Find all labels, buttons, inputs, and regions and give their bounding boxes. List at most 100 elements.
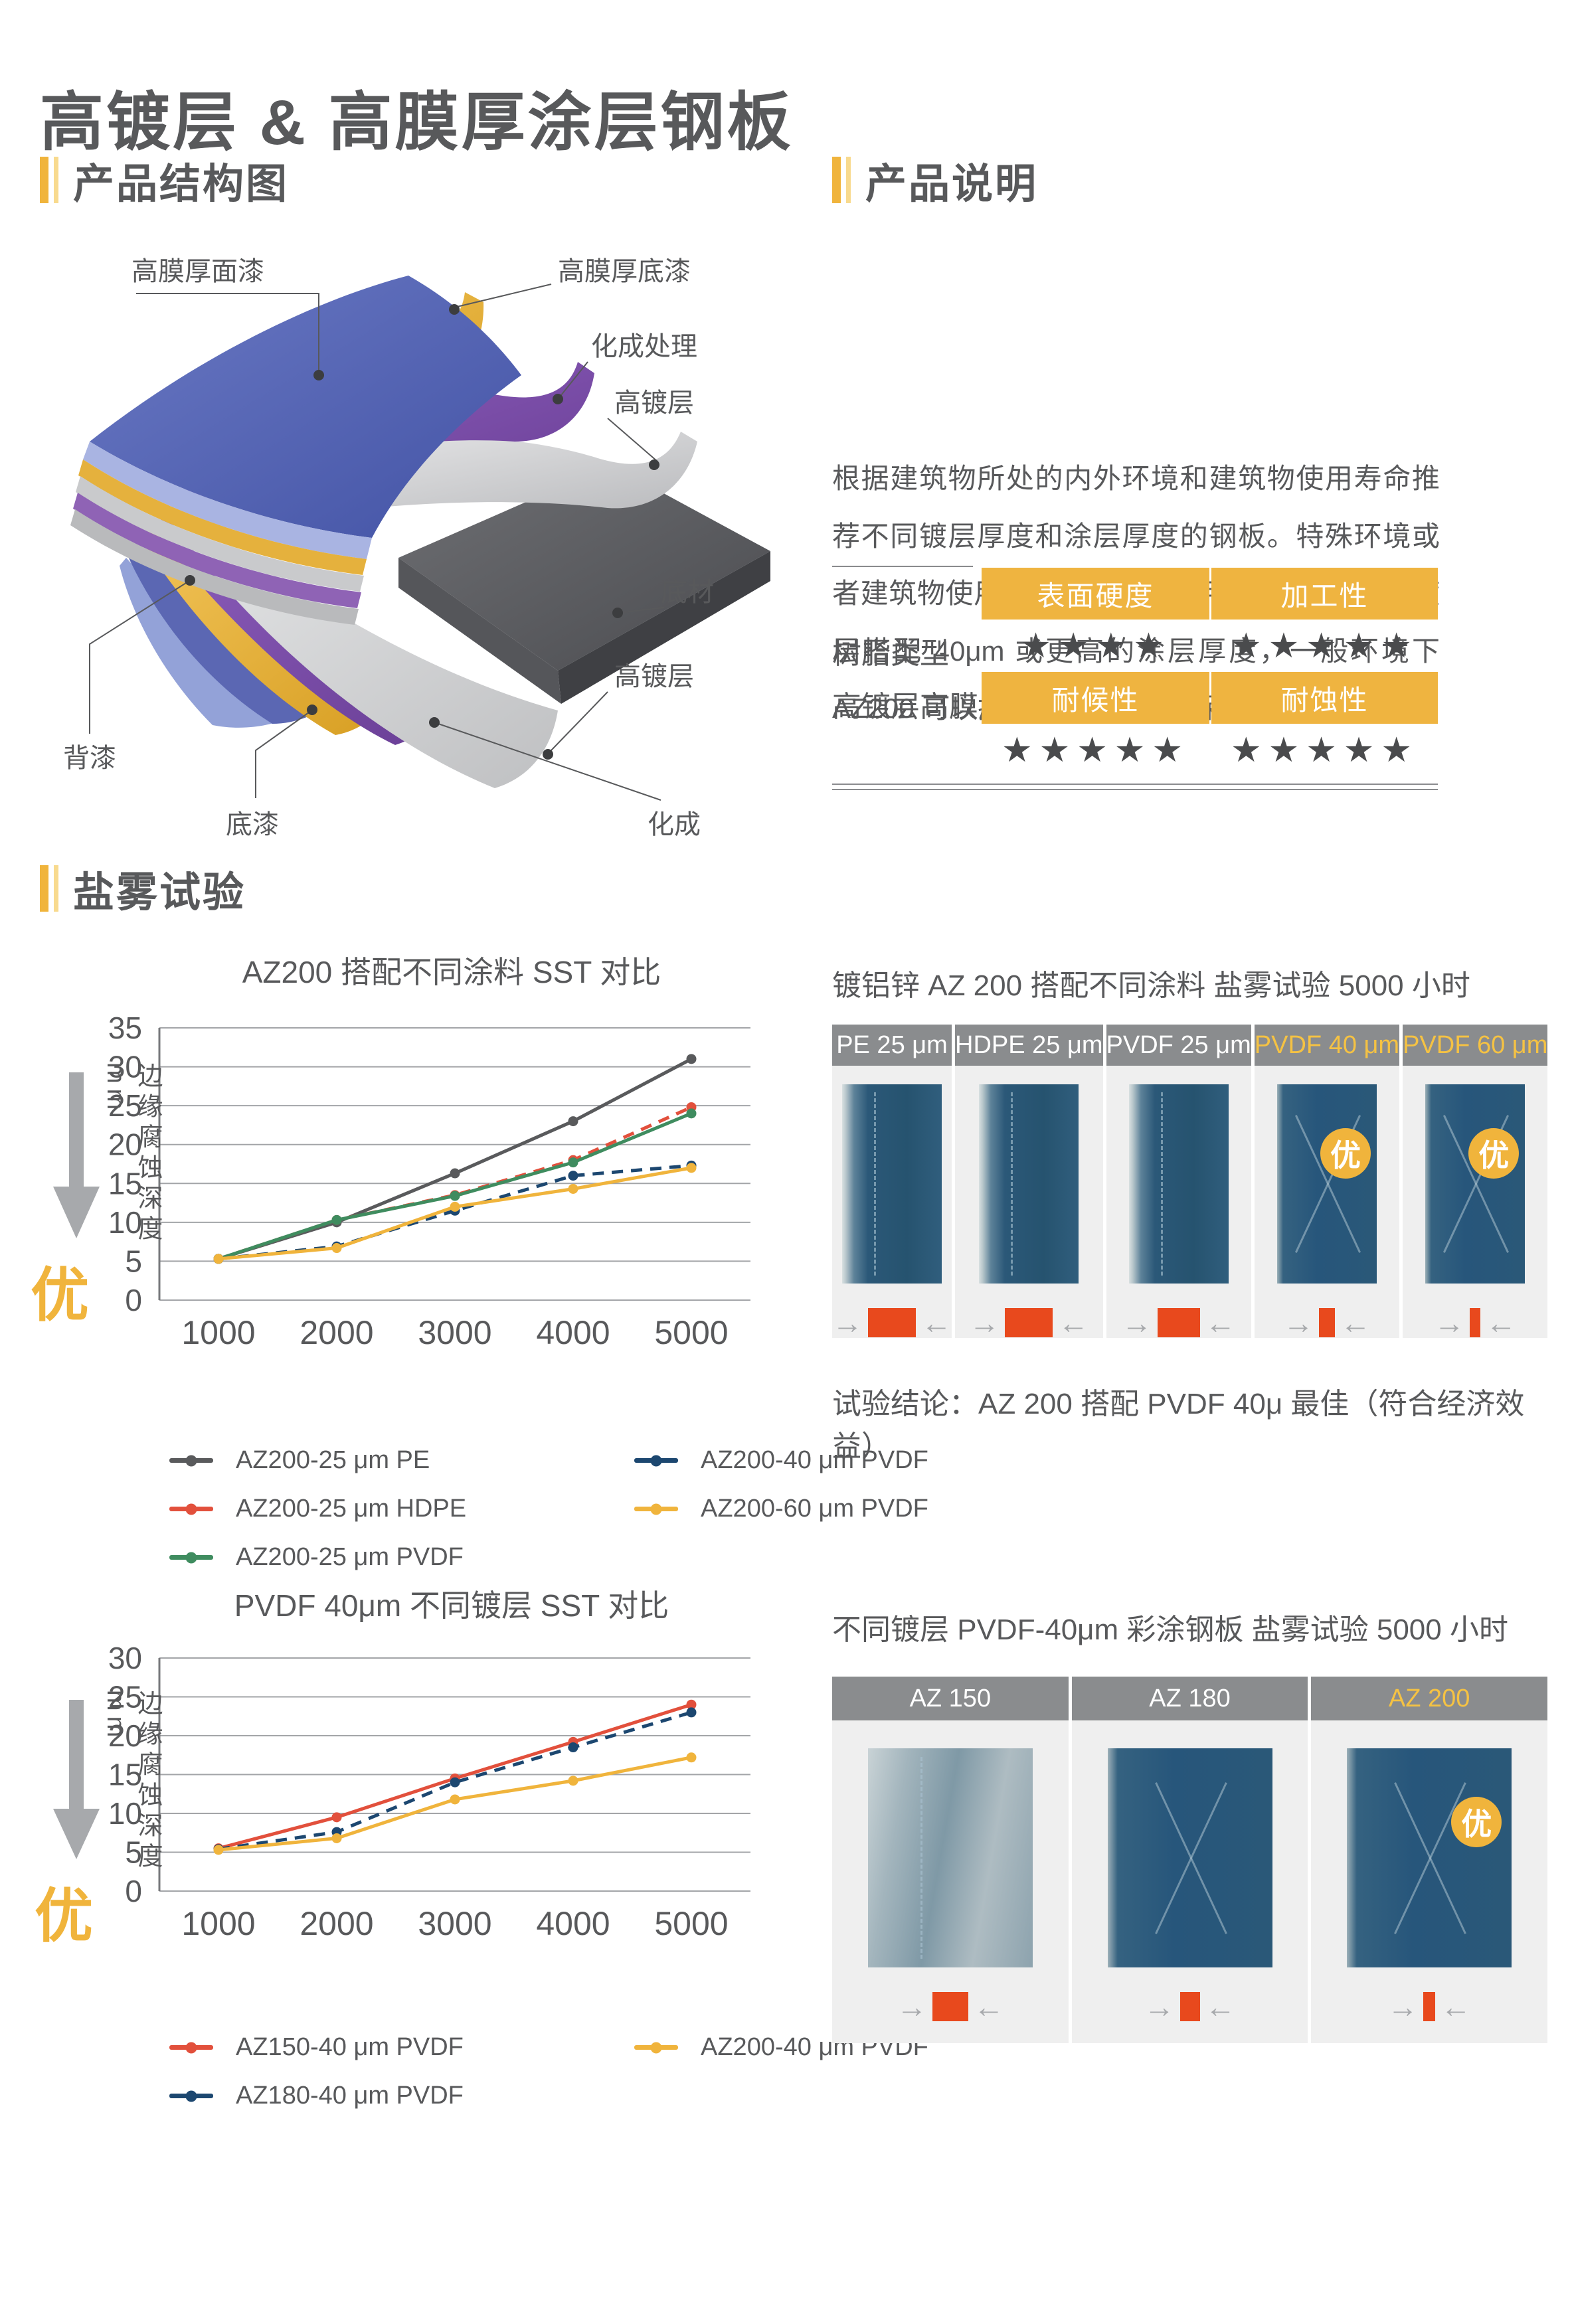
scribe-line: [920, 1757, 923, 1959]
layer-substrate-front: [558, 551, 770, 704]
right-arrow-icon: →: [1387, 1989, 1419, 2024]
sst-chart-pvdf-platings: 0 5 10 15 20 25 30 1000 2000 3000 4000 5000: [108, 1641, 750, 1942]
callout-dot: [429, 717, 440, 728]
sample-body: 优 → ←: [1254, 1066, 1400, 1340]
corrosion-width-block: [868, 1308, 916, 1337]
left-arrow-icon: ←: [1205, 1305, 1236, 1340]
sample-column: PE 25 μm → ←: [832, 1025, 952, 1338]
callout-dot: [307, 705, 317, 715]
svg-text:2000: 2000: [300, 1905, 373, 1942]
right-arrow-icon: →: [1282, 1305, 1314, 1340]
right-arrow-icon: →: [1121, 1305, 1152, 1340]
sample-column: AZ 180 → ←: [1071, 1677, 1308, 2043]
section-structure-heading: 产品结构图: [40, 150, 289, 210]
table-header-corrosion: 耐蚀性: [1211, 672, 1438, 724]
corrosion-width-marker: → ←: [1122, 1307, 1236, 1338]
star-rating: ★★★★★: [1230, 731, 1419, 770]
callout-line: [561, 361, 588, 396]
svg-text:4000: 4000: [536, 1314, 610, 1351]
layer-topcoat: [90, 276, 521, 538]
chart2-title: PVDF 40μm 不同镀层 SST 对比: [234, 1588, 669, 1623]
left-arrow-icon: ←: [1058, 1305, 1089, 1340]
structure-heading-text: 产品结构图: [73, 161, 290, 207]
sample-header: PVDF 60 μm: [1403, 1025, 1548, 1066]
corrosion-width-block: [932, 1992, 968, 2021]
svg-text:5000: 5000: [654, 1314, 728, 1351]
legend-label: AZ200-60 μm PVDF: [701, 1495, 928, 1523]
sample-column: AZ 200 优 → ←: [1311, 1677, 1548, 2043]
stack-stripe-silver: [76, 476, 364, 592]
sample-body: → ←: [832, 1720, 1069, 2043]
sample-header: AZ 150: [832, 1677, 1069, 1720]
legend-item: AZ200-25 μm PVDF: [169, 1543, 608, 1572]
left-arrow-icon: ←: [1440, 1989, 1472, 2024]
best-badge: 优: [1320, 1128, 1371, 1179]
sample-photo: [1128, 1084, 1229, 1284]
sample-columns: AZ 150 → ← AZ 180 → ← AZ 200 优 → ←: [832, 1677, 1548, 2043]
svg-text:3000: 3000: [418, 1314, 491, 1351]
svg-text:5000: 5000: [654, 1905, 728, 1942]
svg-text:10: 10: [108, 1205, 142, 1240]
svg-text:10: 10: [108, 1796, 142, 1831]
legend-label: AZ150-40 μm PVDF: [236, 2033, 464, 2061]
svg-text:35: 35: [108, 1011, 142, 1045]
star-rating: ★★★★★: [1230, 627, 1419, 665]
layer-substrate-top: [398, 465, 770, 671]
sample-header: AZ 200: [1311, 1677, 1548, 1720]
table-header-workability: 加工性: [1211, 568, 1438, 620]
table-row-label: 高镀层高膜厚: [832, 691, 1007, 723]
sst-chart-az200-coatings: 0 5 10 15 20 25 30 35 1000 2000 3000 4000 5000: [108, 1011, 750, 1351]
layer-topcoat-edge: [83, 442, 372, 559]
sample-photo: 优: [1347, 1748, 1512, 1967]
sample-column: PVDF 40 μm 优 → ←: [1254, 1025, 1400, 1340]
svg-text:1000: 1000: [181, 1314, 255, 1351]
chart1-better-label: 优: [31, 1262, 90, 1328]
table-row-label: 树脂类型: [832, 637, 949, 670]
sample-photo: [842, 1084, 942, 1284]
corrosion-width-block: [1157, 1308, 1200, 1337]
layer-substrate-side: [398, 558, 561, 704]
corrosion-width-block: [1179, 1992, 1200, 2021]
legend-item: AZ200-40 μm PVDF: [634, 1446, 928, 1475]
legend-line-marker-icon: [169, 2090, 213, 2102]
corrosion-width-marker: → ←: [1387, 1991, 1471, 2022]
legend-label: AZ180-40 μm PVDF: [236, 2082, 464, 2110]
left-arrow-icon: ←: [973, 1989, 1004, 2024]
saltspray-heading-text: 盐雾试验: [73, 870, 246, 916]
sample-header: PE 25 μm: [832, 1025, 952, 1066]
right-arrow-icon: →: [896, 1989, 927, 2024]
svg-text:25: 25: [108, 1680, 142, 1714]
scribe-line: [874, 1092, 876, 1276]
sample-columns: PE 25 μm → ← HDPE 25 μm → ← PVDF 25 μm → ← PVDF 4…: [832, 1025, 1548, 1340]
left-arrow-icon: ←: [1205, 1989, 1236, 2024]
diagram-label: 高膜厚面漆: [131, 257, 264, 286]
svg-text:5: 5: [125, 1244, 142, 1278]
diagram-label: 高镀层: [614, 662, 694, 691]
section-description-heading: 产品说明: [832, 150, 1038, 210]
sample-photo: [867, 1748, 1033, 1967]
legend-label: AZ200-25 μm PVDF: [236, 1543, 464, 1571]
sample-column: PVDF 25 μm → ←: [1106, 1025, 1251, 1338]
legend-line-marker-icon: [169, 1455, 213, 1466]
svg-text:0: 0: [125, 1283, 142, 1317]
sample-header: PVDF 40 μm: [1254, 1025, 1400, 1066]
section-saltspray-heading: 盐雾试验: [40, 859, 246, 918]
legend-label: AZ200-25 μm PE: [236, 1446, 430, 1474]
sample-column: PVDF 60 μm 优 → ←: [1403, 1025, 1548, 1338]
chart2-better-label: 优: [35, 1883, 94, 1949]
svg-text:2000: 2000: [300, 1314, 373, 1351]
star-rating: ★★★★: [1020, 627, 1171, 665]
table-header-weathering: 耐候性: [982, 672, 1209, 724]
best-badge: 优: [1468, 1128, 1520, 1179]
callout-dot: [543, 749, 553, 760]
stack-stripe-gold: [78, 459, 367, 575]
svg-text:3000: 3000: [418, 1905, 491, 1942]
callout-line: [89, 582, 187, 734]
left-arrow-icon: ←: [1340, 1305, 1371, 1340]
diagram-label: 底材: [661, 578, 714, 607]
legend-line-marker-icon: [634, 1455, 678, 1466]
sample-header: PVDF 25 μm: [1106, 1025, 1251, 1066]
svg-text:4000: 4000: [536, 1905, 610, 1942]
diagram-label: 化成处理: [591, 332, 697, 361]
